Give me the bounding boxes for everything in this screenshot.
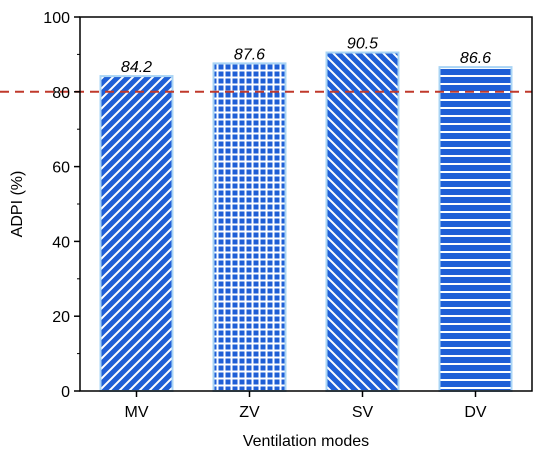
x-tick-label-mv: MV — [125, 404, 149, 421]
x-tick-label-dv: DV — [464, 404, 487, 421]
bar-sv — [325, 51, 400, 392]
y-tick-label: 40 — [52, 234, 70, 251]
data-label-mv: 84.2 — [121, 59, 152, 76]
x-tick-label-zv: ZV — [239, 404, 260, 421]
y-tick-label: 100 — [43, 10, 70, 27]
x-tick-label-sv: SV — [352, 404, 374, 421]
y-axis-title: ADPI (%) — [9, 171, 26, 238]
y-tick-label: 60 — [52, 160, 70, 177]
bar-zv — [212, 62, 287, 392]
data-label-sv: 90.5 — [347, 36, 378, 53]
data-labels-group: 84.2 87.6 90.5 86.6 — [121, 36, 491, 77]
bar-mv — [99, 75, 174, 392]
data-label-dv: 86.6 — [460, 50, 491, 67]
y-axis-ticks: 0 20 40 60 80 100 — [43, 10, 80, 401]
bars-group — [99, 51, 513, 392]
y-tick-label: 20 — [52, 309, 70, 326]
y-tick-label: 80 — [52, 85, 70, 102]
data-label-zv: 87.6 — [234, 46, 265, 63]
bar-dv — [438, 66, 513, 392]
x-axis-ticks: MV ZV SV DV — [125, 391, 487, 421]
x-axis-title: Ventilation modes — [243, 433, 369, 450]
y-tick-label: 0 — [61, 384, 70, 401]
